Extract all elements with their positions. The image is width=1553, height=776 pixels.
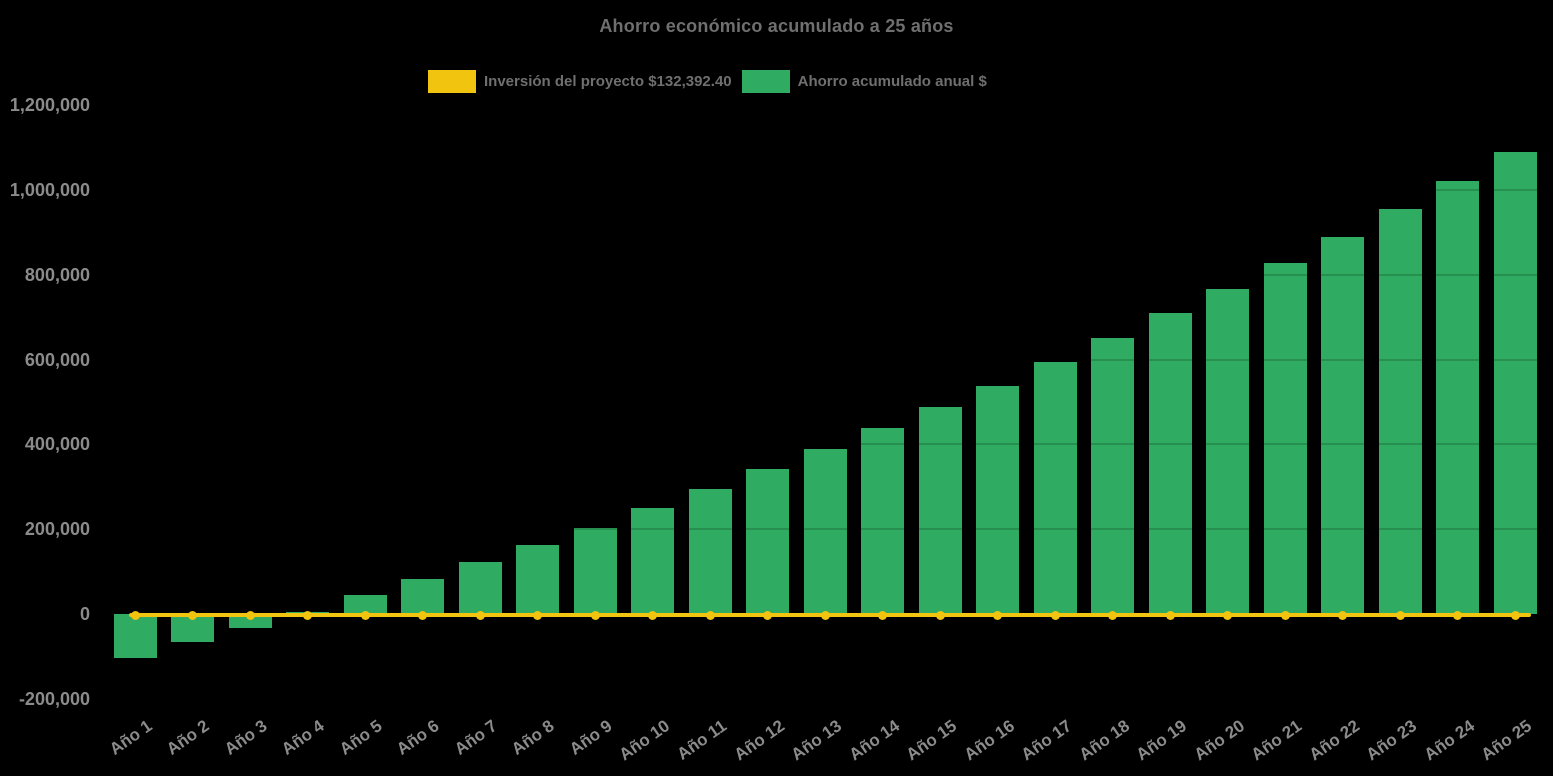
x-tick-label: Año 20 bbox=[1190, 716, 1248, 765]
gridline bbox=[100, 358, 1540, 361]
legend-item-savings[interactable]: Ahorro acumulado anual $ bbox=[741, 69, 987, 93]
line-marker-ano-21 bbox=[1280, 610, 1290, 620]
x-tick-label: Año 1 bbox=[105, 716, 156, 759]
gridline bbox=[100, 188, 1540, 191]
line-marker-ano-7 bbox=[475, 610, 485, 620]
legend: Inversión del proyecto $132,392.40 Ahorr… bbox=[428, 69, 987, 93]
x-tick-label: Año 21 bbox=[1247, 716, 1306, 765]
bar-ano-16[interactable] bbox=[976, 385, 1019, 614]
x-tick-label: Año 18 bbox=[1075, 716, 1133, 765]
bar-ano-14[interactable] bbox=[861, 427, 904, 614]
x-tick-label: Año 3 bbox=[220, 716, 271, 759]
line-marker-ano-3 bbox=[245, 610, 255, 620]
x-tick-label: Año 6 bbox=[393, 716, 443, 759]
bar-ano-20[interactable] bbox=[1206, 289, 1249, 614]
y-tick-label: 800,000 bbox=[24, 264, 90, 285]
bar-ano-3[interactable] bbox=[228, 614, 272, 628]
y-tick-label: 600,000 bbox=[24, 349, 90, 370]
x-tick-label: Año 13 bbox=[787, 716, 846, 765]
y-tick-label: 1,200,000 bbox=[9, 95, 90, 116]
line-marker-ano-6 bbox=[418, 610, 427, 620]
bar-ano-18[interactable] bbox=[1091, 337, 1134, 614]
bar-ano-22[interactable] bbox=[1321, 236, 1364, 614]
line-marker-ano-8 bbox=[533, 610, 542, 620]
x-tick-label: Año 15 bbox=[902, 716, 961, 765]
y-tick-label: -200,000 bbox=[18, 688, 90, 709]
y-tick-label: 400,000 bbox=[24, 434, 90, 455]
line-marker-ano-19 bbox=[1165, 610, 1175, 620]
line-marker-ano-18 bbox=[1108, 610, 1117, 620]
bar-ano-10[interactable] bbox=[631, 507, 674, 614]
line-marker-ano-1 bbox=[130, 610, 140, 620]
x-tick-label: Año 10 bbox=[615, 716, 673, 765]
y-tick-label: 0 bbox=[79, 604, 90, 624]
x-tick-label: Año 24 bbox=[1420, 716, 1478, 765]
legend-label-investment: Inversión del proyecto $132,392.40 bbox=[484, 72, 732, 90]
chart-title: Ahorro económico acumulado a 25 años bbox=[599, 16, 954, 36]
y-tick-label: 1,000,000 bbox=[9, 179, 90, 200]
bar-ano-23[interactable] bbox=[1378, 208, 1422, 614]
bar-ano-25[interactable] bbox=[1493, 152, 1537, 614]
line-marker-ano-20 bbox=[1223, 610, 1232, 620]
legend-swatch-investment bbox=[428, 69, 476, 93]
bar-ano-1[interactable] bbox=[113, 614, 157, 659]
line-marker-ano-25 bbox=[1510, 610, 1520, 620]
bar-ano-13[interactable] bbox=[803, 449, 847, 614]
legend-item-investment[interactable]: Inversión del proyecto $132,392.40 bbox=[428, 69, 732, 93]
bar-ano-8[interactable] bbox=[516, 544, 559, 614]
gridline bbox=[100, 104, 1540, 107]
investment-line bbox=[129, 613, 1531, 617]
x-tick-label: Año 2 bbox=[163, 716, 213, 759]
gridline bbox=[100, 273, 1540, 276]
x-tick-label: Año 17 bbox=[1017, 716, 1076, 765]
x-tick-label: Año 14 bbox=[845, 716, 903, 765]
bar-ano-11[interactable] bbox=[688, 488, 732, 614]
bar-ano-7[interactable] bbox=[458, 561, 502, 614]
line-marker-ano-4 bbox=[303, 610, 312, 620]
gridline bbox=[100, 697, 1540, 700]
legend-label-savings: Ahorro acumulado anual $ bbox=[797, 72, 987, 90]
x-tick-label: Año 11 bbox=[673, 716, 731, 764]
x-tick-label: Año 12 bbox=[730, 716, 788, 765]
line-marker-ano-5 bbox=[360, 610, 370, 620]
line-marker-ano-14 bbox=[878, 610, 887, 620]
bar-ano-17[interactable] bbox=[1033, 362, 1077, 614]
x-tick-label: Año 22 bbox=[1305, 716, 1363, 765]
line-marker-ano-10 bbox=[648, 610, 657, 620]
x-tick-label: Año 19 bbox=[1132, 716, 1191, 765]
x-tick-label: Año 16 bbox=[960, 716, 1018, 765]
legend-swatch-savings bbox=[741, 69, 790, 93]
line-marker-ano-15 bbox=[935, 610, 945, 620]
bar-ano-9[interactable] bbox=[573, 527, 617, 614]
x-tick-label: Año 5 bbox=[335, 716, 386, 759]
line-marker-ano-9 bbox=[590, 610, 600, 620]
line-marker-ano-22 bbox=[1338, 610, 1347, 620]
bar-ano-5[interactable] bbox=[343, 595, 387, 614]
line-marker-ano-24 bbox=[1453, 610, 1462, 620]
bar-ano-12[interactable] bbox=[746, 468, 789, 614]
x-tick-label: Año 8 bbox=[508, 716, 558, 759]
line-marker-ano-23 bbox=[1395, 610, 1405, 620]
x-tick-label: Año 23 bbox=[1362, 716, 1421, 765]
x-tick-label: Año 4 bbox=[278, 716, 328, 759]
y-tick-label: 200,000 bbox=[24, 519, 90, 540]
bar-ano-19[interactable] bbox=[1148, 312, 1192, 614]
gridline bbox=[100, 443, 1540, 446]
x-tick-label: Año 7 bbox=[450, 716, 501, 759]
bar-ano-15[interactable] bbox=[918, 407, 962, 614]
bar-ano-24[interactable] bbox=[1436, 180, 1479, 614]
line-marker-ano-12 bbox=[763, 610, 772, 620]
line-marker-ano-16 bbox=[993, 610, 1002, 620]
bar-ano-21[interactable] bbox=[1263, 262, 1307, 614]
line-marker-ano-13 bbox=[820, 610, 830, 620]
bar-ano-6[interactable] bbox=[401, 578, 444, 614]
x-tick-label: Año 9 bbox=[565, 716, 616, 759]
line-marker-ano-2 bbox=[188, 610, 197, 620]
x-tick-label: Año 25 bbox=[1477, 716, 1536, 765]
line-marker-ano-11 bbox=[705, 610, 715, 620]
line-marker-ano-17 bbox=[1050, 610, 1060, 620]
gridline bbox=[100, 528, 1540, 531]
